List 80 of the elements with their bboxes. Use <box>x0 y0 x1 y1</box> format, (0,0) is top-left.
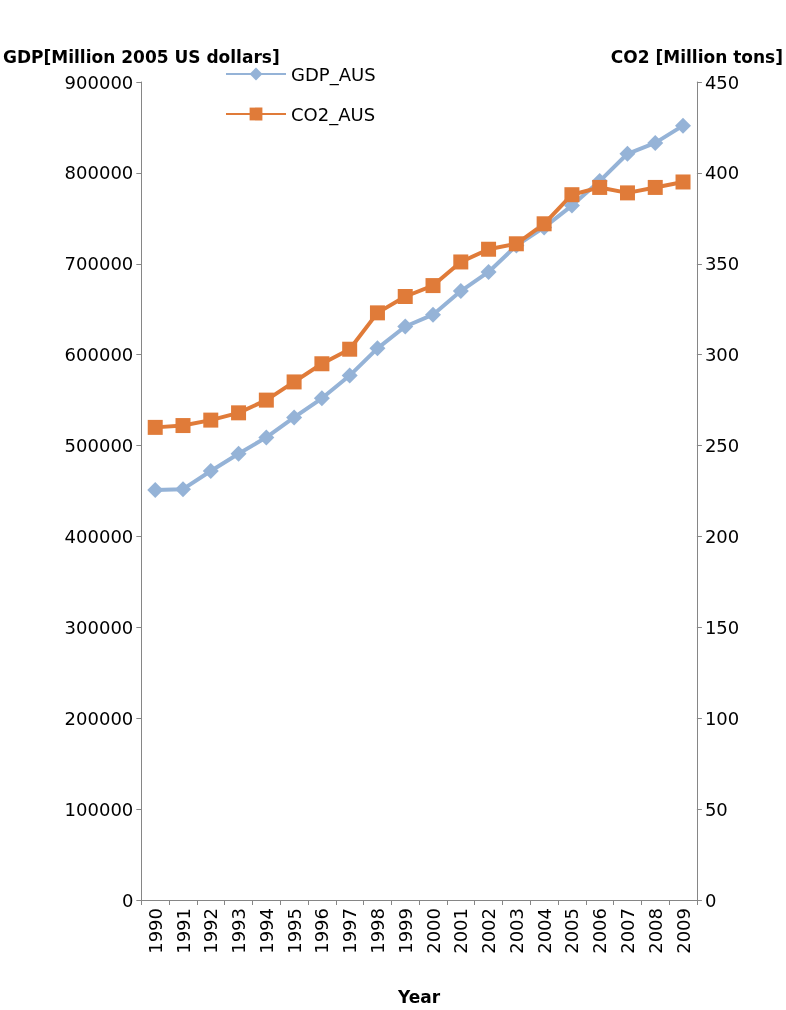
point <box>452 283 469 300</box>
point <box>258 392 274 408</box>
x-tick-label: 2000 <box>422 908 444 954</box>
y2-tick-label: 100 <box>704 707 740 729</box>
x-tick-label: 1993 <box>228 908 250 954</box>
point <box>286 374 302 390</box>
y-tick-label: 800000 <box>64 162 134 184</box>
y2-tick-label: 450 <box>704 71 740 93</box>
y-tick-label: 100000 <box>64 798 134 820</box>
point <box>453 254 469 270</box>
point <box>592 179 608 195</box>
point <box>147 419 163 435</box>
y2-tick-label: 400 <box>704 162 740 184</box>
y-axis-title: GDP[Million 2005 US dollars] <box>3 47 280 67</box>
point <box>675 174 691 190</box>
legend-label: GDP_AUS <box>291 63 376 86</box>
x-axis-title: Year <box>397 986 441 1007</box>
point <box>175 418 191 434</box>
y2-tick-label: 350 <box>704 253 740 275</box>
y-tick-label: 200000 <box>64 707 134 729</box>
y2-tick-label: 50 <box>704 798 728 820</box>
x-tick-label: 2005 <box>561 908 583 954</box>
point <box>230 445 247 462</box>
point <box>175 481 191 498</box>
x-tick-label: 2007 <box>616 908 638 954</box>
point <box>480 263 497 280</box>
point <box>313 390 330 407</box>
point <box>647 134 664 151</box>
y-tick-label: 700000 <box>64 253 134 275</box>
y2-tick-label: 150 <box>704 616 740 638</box>
y-tick-label: 600000 <box>64 344 134 366</box>
point <box>314 356 330 372</box>
y2-tick-label: 250 <box>704 435 740 457</box>
x-tick-label: 1994 <box>255 908 277 954</box>
y-tick-label: 500000 <box>64 435 134 457</box>
x-tick-label: 2001 <box>450 908 472 954</box>
x-tick-label: 2006 <box>589 908 611 954</box>
x-tick-label: 2009 <box>672 908 694 954</box>
point <box>425 306 442 323</box>
point <box>202 463 219 479</box>
x-tick-label: 1990 <box>144 908 166 954</box>
point <box>231 405 247 421</box>
point <box>147 482 164 499</box>
x-tick-label: 1997 <box>339 908 361 954</box>
x-tick-label: 1996 <box>311 908 333 954</box>
x-tick-label: 2003 <box>505 908 527 954</box>
y-tick-label: 300000 <box>64 616 134 638</box>
y2-tick-label: 300 <box>704 344 740 366</box>
x-tick-label: 1992 <box>200 908 222 954</box>
x-tick-label: 1998 <box>366 908 388 954</box>
point <box>481 241 497 257</box>
y2-tick-label: 0 <box>704 889 717 911</box>
point <box>536 216 552 232</box>
point <box>619 145 636 162</box>
legend-label: CO2_AUS <box>291 103 376 126</box>
x-tick-label: 2008 <box>644 908 666 954</box>
point <box>342 341 358 357</box>
point <box>258 429 275 446</box>
x-tick-label: 2004 <box>533 908 555 954</box>
x-tick-label: 1999 <box>394 908 416 954</box>
point <box>369 340 386 357</box>
point <box>341 367 358 384</box>
y-tick-label: 400000 <box>64 525 134 547</box>
point <box>647 179 663 195</box>
point <box>675 117 692 134</box>
x-tick-label: 1991 <box>172 908 194 954</box>
point <box>397 318 414 335</box>
point <box>619 185 635 201</box>
y-tick-label: 900000 <box>64 71 134 93</box>
point <box>397 289 413 304</box>
point <box>203 412 219 428</box>
point <box>286 409 303 426</box>
x-tick-label: 2002 <box>478 908 500 954</box>
point <box>564 187 580 203</box>
point <box>369 305 385 321</box>
y2-tick-label: 200 <box>704 525 740 547</box>
x-tick-label: 1995 <box>283 908 305 954</box>
point <box>425 278 441 294</box>
y-tick-label: 0 <box>121 889 134 911</box>
y2-axis-title: CO2 [Million tons] <box>610 47 783 67</box>
